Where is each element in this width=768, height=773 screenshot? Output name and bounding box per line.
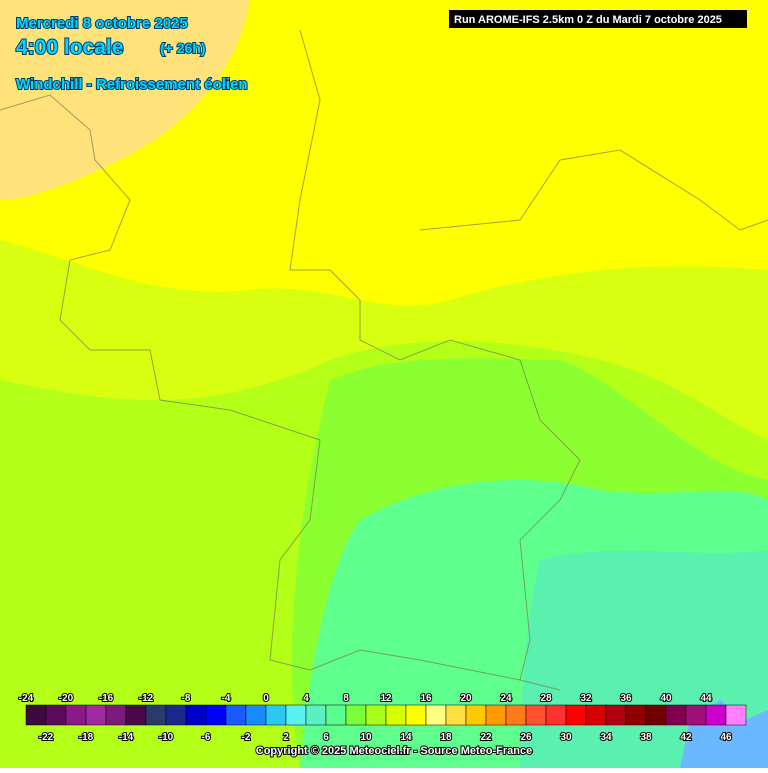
copyright: Copyright © 2025 Meteociel.fr - Source M… xyxy=(256,745,532,757)
legend-label: 38 xyxy=(640,732,652,743)
legend-swatch xyxy=(245,704,267,726)
legend-swatch xyxy=(505,704,527,726)
legend-label: 44 xyxy=(700,693,712,704)
legend-swatch xyxy=(225,704,247,726)
legend-swatch xyxy=(545,704,567,726)
parameter: Windchill - Refroissement éolien xyxy=(16,76,248,93)
legend-label: 8 xyxy=(343,693,349,704)
legend-label: 22 xyxy=(480,732,492,743)
legend-swatch xyxy=(605,704,627,726)
legend-swatch xyxy=(45,704,67,726)
legend-label: -12 xyxy=(139,693,154,704)
legend-swatch xyxy=(105,704,127,726)
legend-label: -8 xyxy=(182,693,191,704)
legend-swatch xyxy=(385,704,407,726)
legend-label: 46 xyxy=(720,732,732,743)
legend-label: -20 xyxy=(59,693,74,704)
legend-label: 26 xyxy=(520,732,532,743)
legend-swatch xyxy=(645,704,667,726)
legend-label: -16 xyxy=(99,693,114,704)
legend-swatch xyxy=(585,704,607,726)
legend-swatch xyxy=(405,704,427,726)
legend-swatch xyxy=(665,704,687,726)
legend-label: -4 xyxy=(222,693,231,704)
legend-label: 24 xyxy=(500,693,512,704)
legend-swatch xyxy=(625,704,647,726)
legend-swatch xyxy=(265,704,287,726)
legend-swatch xyxy=(205,704,227,726)
run-box xyxy=(449,10,747,28)
border xyxy=(0,94,321,671)
legend-swatch xyxy=(85,704,107,726)
legend-label: -6 xyxy=(202,732,211,743)
legend-swatch xyxy=(185,704,207,726)
legend-label: 36 xyxy=(620,693,632,704)
lead-time: (+ 26h) xyxy=(160,40,206,56)
legend-swatch xyxy=(345,704,367,726)
legend-swatch xyxy=(525,704,547,726)
run-info: Run AROME-IFS 2.5km 0 Z du Mardi 7 octob… xyxy=(454,14,722,26)
legend-label: 6 xyxy=(323,732,329,743)
legend-label: -2 xyxy=(242,732,251,743)
legend-swatch xyxy=(485,704,507,726)
legend-label: 14 xyxy=(400,732,412,743)
legend-swatch xyxy=(565,704,587,726)
legend-label: 12 xyxy=(380,693,392,704)
legend-swatch xyxy=(325,704,347,726)
legend-label: -22 xyxy=(39,732,54,743)
legend-swatch xyxy=(685,704,707,726)
legend-swatch xyxy=(305,704,327,726)
legend-label: -10 xyxy=(159,732,174,743)
legend-label: 32 xyxy=(580,693,592,704)
legend-swatch xyxy=(725,704,747,726)
legend: -24 -20 -16 -12 -8 -4 0 4 8 12 16 20 24 28 32 36 40 44-22… xyxy=(18,692,747,744)
time: 4:00 locale xyxy=(16,36,123,59)
border xyxy=(289,29,581,681)
legend-label: 42 xyxy=(680,732,692,743)
zone-pale xyxy=(0,0,250,200)
legend-swatch xyxy=(365,704,387,726)
legend-label: 0 xyxy=(263,693,269,704)
legend-label: 30 xyxy=(560,732,572,743)
legend-label: 20 xyxy=(460,693,472,704)
legend-label: -18 xyxy=(79,732,94,743)
legend-swatch xyxy=(425,704,447,726)
legend-label: 10 xyxy=(360,732,372,743)
legend-swatch xyxy=(165,704,187,726)
legend-label: 28 xyxy=(540,693,552,704)
legend-label: 4 xyxy=(303,693,309,704)
legend-label: 34 xyxy=(600,732,612,743)
date: Mercredi 8 octobre 2025 xyxy=(16,15,188,32)
legend-label: 40 xyxy=(660,693,672,704)
legend-swatch xyxy=(445,704,467,726)
legend-swatch xyxy=(25,704,47,726)
legend-swatch xyxy=(705,704,727,726)
legend-swatch xyxy=(285,704,307,726)
border xyxy=(309,649,561,691)
legend-label: 2 xyxy=(283,732,289,743)
border xyxy=(419,149,768,231)
legend-label: 18 xyxy=(440,732,452,743)
legend-label: 16 xyxy=(420,693,432,704)
legend-swatch xyxy=(465,704,487,726)
legend-label: -24 xyxy=(19,693,34,704)
legend-swatch xyxy=(65,704,87,726)
legend-label: -14 xyxy=(119,732,134,743)
legend-swatch xyxy=(125,704,147,726)
legend-swatch xyxy=(145,704,167,726)
